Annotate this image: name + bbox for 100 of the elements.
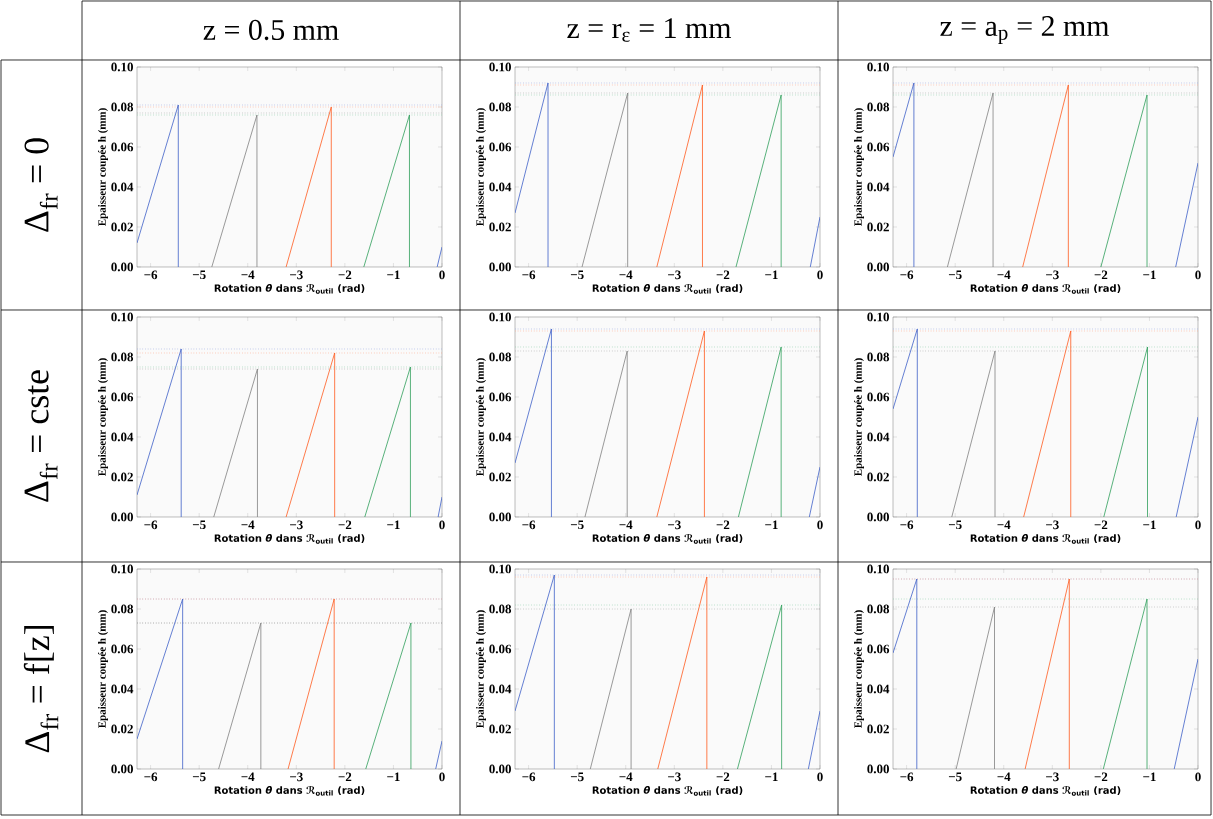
x-tick-label: −1 [387, 270, 400, 280]
x-tick-label: −5 [192, 520, 206, 530]
y-tick-label: 0.02 [489, 222, 511, 232]
x-tick-label: −2 [1094, 270, 1108, 280]
x-tick-label: −5 [570, 270, 584, 280]
x-axis-title: Rotation θ dans ℛ$_{outil}$ (rad) [970, 786, 1121, 796]
x-tick-label: −4 [619, 520, 633, 530]
y-tick-label: 0.00 [867, 764, 889, 774]
x-tick-label: −5 [192, 270, 206, 280]
x-tick-label: −1 [1143, 520, 1156, 530]
y-axis-title: Epaisseur coupée h (mm) [854, 610, 864, 729]
y-tick-label: 0.08 [489, 352, 512, 362]
text: Δ$_{fr}$ = f[z] [23, 626, 59, 753]
y-tick-label: 0.04 [111, 684, 134, 694]
y-tick-label: 0.10 [111, 312, 133, 322]
y-tick-label: 0.04 [867, 182, 890, 192]
x-tick-label: −4 [619, 270, 633, 280]
y-tick-label: 0.00 [489, 262, 511, 272]
y-tick-label: 0.08 [111, 604, 134, 614]
x-tick-label: −1 [387, 520, 400, 530]
x-tick-label: −4 [241, 270, 255, 280]
x-tick-label: −6 [900, 520, 914, 530]
x-tick-label: −4 [619, 772, 633, 782]
text: Δ$_{fr}$ = cste [24, 370, 58, 502]
x-tick-label: −4 [997, 520, 1011, 530]
y-tick-label: 0.10 [489, 312, 511, 322]
x-tick-label: 0 [1195, 270, 1201, 280]
x-tick-label: −4 [997, 772, 1011, 782]
x-tick-label: −3 [668, 772, 681, 782]
y-tick-label: 0.04 [867, 684, 890, 694]
x-axis-title: Rotation θ dans ℛ$_{outil}$ (rad) [970, 534, 1121, 544]
x-tick-label: 0 [439, 520, 445, 530]
x-tick-label: 0 [439, 270, 445, 280]
y-tick-label: 0.10 [489, 564, 511, 574]
x-tick-label: −5 [192, 772, 206, 782]
x-tick-label: −5 [570, 772, 584, 782]
y-tick-label: 0.08 [489, 604, 512, 614]
x-tick-label: −5 [948, 270, 962, 280]
x-tick-label: −1 [1143, 772, 1156, 782]
x-tick-label: −5 [948, 520, 962, 530]
x-tick-label: −1 [387, 772, 400, 782]
x-tick-label: −6 [144, 520, 158, 530]
x-tick-label: −6 [144, 270, 158, 280]
y-tick-label: 0.10 [867, 312, 889, 322]
y-tick-label: 0.00 [867, 512, 889, 522]
x-tick-label: −2 [338, 270, 352, 280]
x-tick-label: −1 [765, 520, 778, 530]
y-tick-label: 0.06 [867, 392, 890, 402]
x-tick-label: −5 [570, 520, 584, 530]
x-tick-label: −2 [338, 772, 352, 782]
x-tick-label: −6 [144, 772, 158, 782]
y-tick-label: 0.06 [867, 142, 890, 152]
x-tick-label: −6 [522, 270, 536, 280]
y-tick-label: 0.02 [111, 472, 133, 482]
y-tick-label: 0.04 [489, 684, 512, 694]
y-tick-label: 0.10 [489, 62, 511, 72]
x-tick-label: −2 [1094, 520, 1108, 530]
y-tick-label: 0.08 [867, 352, 890, 362]
x-tick-label: −2 [716, 772, 730, 782]
y-tick-label: 0.08 [867, 102, 890, 112]
x-tick-label: 0 [1195, 520, 1201, 530]
y-tick-label: 0.08 [111, 352, 134, 362]
x-tick-label: 0 [817, 270, 823, 280]
x-tick-label: −3 [1046, 270, 1059, 280]
x-tick-label: −4 [997, 270, 1011, 280]
y-tick-label: 0.10 [867, 564, 889, 574]
y-tick-label: 0.10 [111, 62, 133, 72]
y-tick-label: 0.00 [867, 262, 889, 272]
y-tick-label: 0.00 [111, 764, 133, 774]
y-tick-label: 0.08 [489, 102, 512, 112]
x-tick-label: 0 [1195, 772, 1201, 782]
y-tick-label: 0.06 [111, 392, 134, 402]
y-tick-label: 0.06 [111, 644, 134, 654]
y-tick-label: 0.02 [111, 222, 133, 232]
x-axis-title: Rotation θ dans ℛ$_{outil}$ (rad) [592, 786, 743, 796]
text: Δ$_{fr}$ = 0 [24, 138, 58, 232]
x-axis-title: Rotation θ dans ℛ$_{outil}$ (rad) [214, 534, 365, 544]
x-tick-label: −2 [716, 270, 730, 280]
y-tick-label: 0.02 [111, 724, 133, 734]
y-tick-label: 0.04 [489, 432, 512, 442]
y-axis-title: Epaisseur coupée h (mm) [854, 108, 864, 227]
y-axis-title: Epaisseur coupée h (mm) [98, 358, 108, 477]
x-axis-title: Rotation θ dans ℛ$_{outil}$ (rad) [592, 534, 743, 544]
y-axis-title: Epaisseur coupée h (mm) [476, 610, 486, 729]
y-tick-label: 0.02 [489, 724, 511, 734]
x-tick-label: −2 [716, 520, 730, 530]
y-tick-label: 0.00 [489, 512, 511, 522]
x-tick-label: −1 [1143, 270, 1156, 280]
x-tick-label: −6 [522, 520, 536, 530]
y-tick-label: 0.06 [489, 142, 512, 152]
y-tick-label: 0.02 [867, 222, 889, 232]
y-tick-label: 0.10 [111, 564, 133, 574]
x-tick-label: −3 [1046, 520, 1059, 530]
y-tick-label: 0.02 [867, 724, 889, 734]
x-tick-label: 0 [439, 772, 445, 782]
x-tick-label: 0 [817, 772, 823, 782]
x-tick-label: −3 [290, 270, 303, 280]
x-tick-label: −2 [338, 520, 352, 530]
x-tick-label: −5 [948, 772, 962, 782]
chart-title: z = r$_{ε}$ = 1 mm [567, 18, 732, 42]
